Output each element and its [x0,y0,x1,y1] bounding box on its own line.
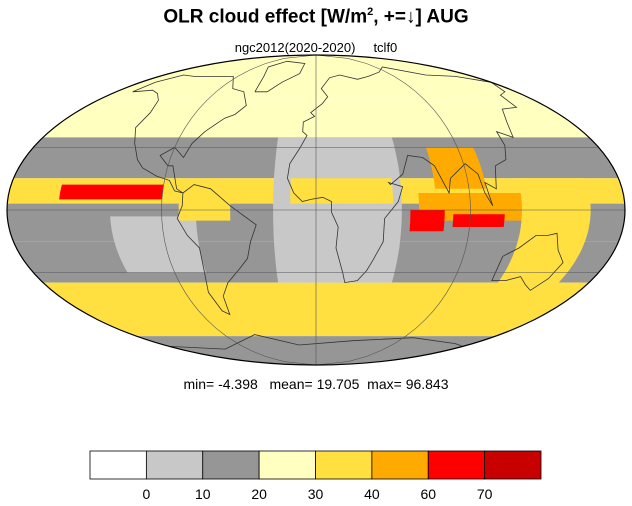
colorbar-tick-label: 30 [308,486,324,502]
colorbar-tick-label: 60 [420,486,436,502]
coast-antarctica [169,334,463,350]
stats-max-label: max= [367,376,402,392]
graticule [7,55,625,365]
colorbar-box [258,450,316,480]
subtitle-experiment: ngc2012(2020-2020) [234,40,356,55]
chart-subtitle: ngc2012(2020-2020) tclf0 [0,40,632,55]
chart-title: OLR cloud effect [W/m2, +=↓] AUG [0,6,632,28]
colorbar-tick-label: 40 [364,486,380,502]
field-region-13 [409,210,445,232]
meridian-line [161,55,317,365]
coast-greenland [254,60,306,93]
colorbar-box [202,450,260,480]
title-rest: , +=↓] AUG [373,6,469,28]
field-region-15 [59,184,164,200]
stats-max-value: 96.843 [405,376,449,392]
field-region-9 [110,216,207,273]
colorbar-box [89,450,147,480]
meridian-line [315,55,471,365]
colorbar-box [145,450,204,480]
colorbar-tick-label: 20 [251,486,267,502]
colorbar-box [427,450,486,480]
colorbar-box [484,450,542,480]
coast-south-america [176,184,257,316]
field-region-16 [178,188,231,221]
stats-mean-label: mean= [269,376,313,392]
stats-mean-value: 19.705 [316,376,360,392]
field-region-17 [498,178,591,283]
field-region-14 [452,214,505,227]
coast-africa-eurasia [287,66,518,284]
colorbar-tick-label: 70 [477,486,493,502]
title-superscript: 2 [367,6,374,18]
coastlines [132,60,564,350]
stats-min-value: -4.398 [218,376,258,392]
coast-australia [491,232,564,291]
subtitle-variable: tclf0 [373,40,398,55]
colorbar-tick-label: 10 [195,486,211,502]
map-outline [6,54,626,366]
colorbar-box [371,450,429,480]
stats-line: min= -4.398 mean= 19.705 max= 96.843 [0,376,632,392]
coast-north-america [132,74,247,194]
colorbar-tick-label: 0 [142,486,150,502]
colorbar-box [315,450,373,480]
stats-min-label: min= [183,376,215,392]
title-main: OLR cloud effect [W/m [163,6,368,28]
